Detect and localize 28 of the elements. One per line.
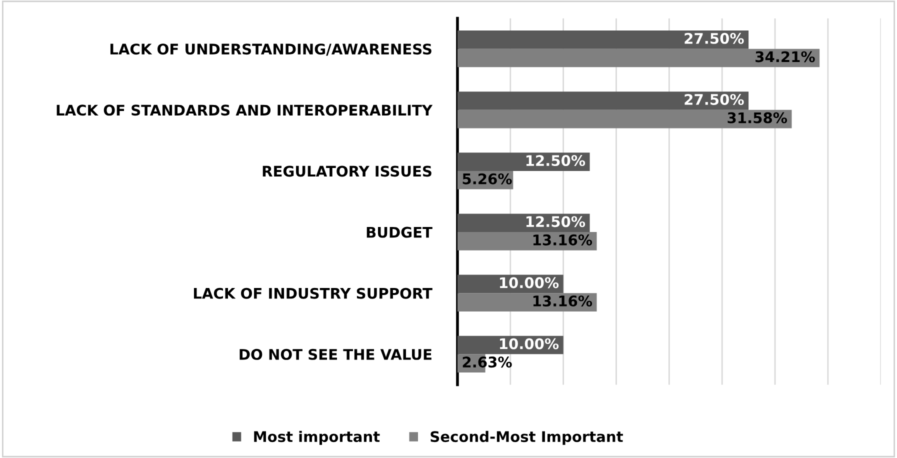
y-tick-label: REGULATORY ISSUES bbox=[262, 166, 432, 177]
legend-label: Second-Most Important bbox=[430, 430, 623, 445]
data-label: 27.50% bbox=[684, 32, 744, 44]
y-tick-label: BUDGET bbox=[366, 226, 432, 238]
y-tick-label: DO NOT SEE THE VALUE bbox=[240, 348, 432, 360]
data-label: 2.63% bbox=[462, 356, 512, 368]
data-label: 13.16% bbox=[533, 234, 592, 246]
bar bbox=[457, 214, 590, 232]
y-tick-label: LACK OF INDUSTRY SUPPORT bbox=[194, 288, 432, 299]
data-label: 5.26% bbox=[462, 173, 512, 184]
bar bbox=[457, 232, 597, 250]
bar bbox=[457, 110, 792, 128]
data-label: 12.50% bbox=[526, 155, 586, 166]
bar bbox=[457, 152, 590, 171]
data-label: 13.16% bbox=[533, 295, 592, 307]
data-label: 31.58% bbox=[728, 112, 788, 124]
bar bbox=[457, 92, 749, 110]
y-tick-label: LACK OF STANDARDS AND INTEROPERABILITY bbox=[56, 104, 433, 116]
data-label: 34.21% bbox=[756, 51, 815, 62]
y-tick-label: LACK OF UNDERSTANDING/AWARENESS bbox=[110, 44, 432, 56]
data-label: 10.00% bbox=[500, 277, 559, 288]
data-label: 12.50% bbox=[526, 216, 586, 228]
bar bbox=[457, 48, 820, 68]
data-label: 10.00% bbox=[500, 338, 559, 350]
bar bbox=[457, 293, 597, 312]
bar bbox=[457, 30, 749, 49]
legend-label: Most important bbox=[254, 430, 380, 445]
data-label: 27.50% bbox=[684, 94, 744, 105]
